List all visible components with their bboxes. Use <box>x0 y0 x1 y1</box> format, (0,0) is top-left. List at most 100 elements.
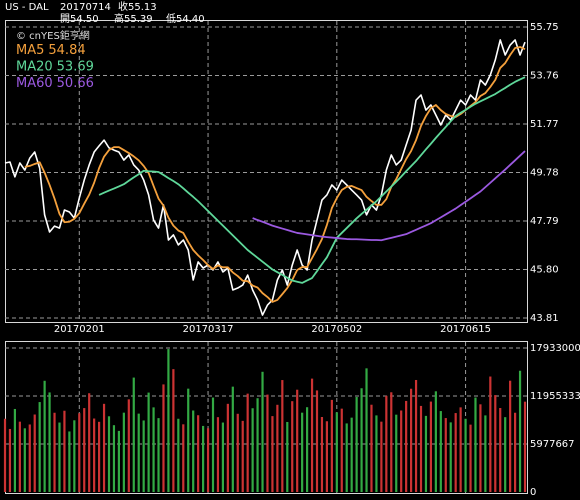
volume-bar <box>286 421 289 492</box>
symbol: US - DAL <box>5 2 49 13</box>
price-line <box>24 46 526 303</box>
volume-bar <box>370 404 373 492</box>
volume-bar <box>197 415 200 492</box>
volume-bar <box>251 408 254 492</box>
volume-bar <box>58 422 61 492</box>
x-tick-label: 20170615 <box>440 324 491 335</box>
volume-bar <box>271 416 274 492</box>
y-tick-label: 49.78 <box>530 168 559 179</box>
volume-bar <box>8 428 12 492</box>
volume-bar <box>177 418 180 492</box>
volume-bar <box>192 410 195 492</box>
price-line <box>252 150 526 242</box>
volume-bar <box>53 412 56 492</box>
volume-bar <box>494 395 497 492</box>
volume-bar <box>380 421 383 492</box>
volume-bar <box>409 388 413 492</box>
volume-bar <box>444 418 447 492</box>
volume-bar <box>231 386 234 492</box>
y-tick-label: 5977667 <box>530 439 575 450</box>
y-tick-label: 43.81 <box>530 313 559 324</box>
volume-bar <box>236 413 239 492</box>
volume-bar <box>38 402 41 492</box>
volume-bar <box>360 388 363 492</box>
volume-bar <box>350 417 353 492</box>
volume-bar <box>385 395 388 492</box>
volume-bar <box>187 388 190 492</box>
volume-bar <box>504 417 507 492</box>
legend-value: 50.66 <box>57 76 94 91</box>
legend-value: 54.84 <box>48 43 85 58</box>
volume-bar <box>97 421 101 492</box>
volume-bar <box>147 392 150 492</box>
volume-bar <box>127 399 130 492</box>
volume-bar <box>13 408 17 492</box>
volume-bar <box>162 384 165 492</box>
volume-bar <box>355 397 358 492</box>
volume-bar <box>395 414 398 492</box>
volume-bar <box>137 413 140 492</box>
volume-bar <box>330 399 333 492</box>
high-price: 高55.39 <box>114 12 153 25</box>
legend-entry: MA5 54.84 <box>16 43 86 58</box>
volume-bar <box>335 412 338 492</box>
volume-bar <box>142 420 145 492</box>
y-tick-label: 53.76 <box>530 71 559 82</box>
legend-name: MA5 <box>16 43 44 58</box>
volume-bar <box>439 411 442 492</box>
volume-bar <box>226 403 229 492</box>
x-tick-label: 20170502 <box>311 324 362 335</box>
price-line <box>98 76 526 284</box>
volume-bar <box>419 405 423 492</box>
volume-bar <box>261 371 264 492</box>
volume-bar <box>365 368 368 492</box>
volume-bar <box>513 412 517 492</box>
volume-bar <box>484 415 487 492</box>
volume-frame <box>5 341 528 494</box>
volume-bar <box>474 397 477 492</box>
y-tick-label: 55.75 <box>530 22 559 33</box>
volume-bar <box>73 420 76 492</box>
volume-bar <box>122 412 125 492</box>
volume-bar <box>301 412 304 492</box>
volume-bar <box>424 415 428 492</box>
volume-bar <box>157 418 160 492</box>
legend-name: MA60 <box>16 76 53 91</box>
volume-bar <box>221 422 225 492</box>
y-tick-label: 17933000 <box>530 343 580 354</box>
x-tick-label: 20170317 <box>183 324 234 335</box>
volume-bar <box>216 417 220 492</box>
legend-entry: MA20 53.69 <box>16 59 94 74</box>
volume-bar <box>167 349 170 492</box>
y-tick-label: 11955333 <box>530 391 580 402</box>
volume-bar <box>489 376 492 492</box>
price-frame <box>5 20 528 323</box>
y-tick-label: 51.77 <box>530 119 559 130</box>
volume-bar <box>182 424 185 492</box>
volume-bar <box>211 397 215 492</box>
volume-bar <box>429 401 433 492</box>
volume-bar <box>88 393 91 492</box>
volume-bar <box>291 401 294 492</box>
date: 20170714 <box>60 2 111 13</box>
volume-bar <box>93 418 96 492</box>
volume-bar <box>405 400 408 492</box>
y-tick-label: 45.80 <box>530 265 559 276</box>
volume-bar <box>43 380 46 492</box>
volume-bar <box>276 404 279 492</box>
volume-bar <box>305 407 309 492</box>
legend-name: MA20 <box>16 59 53 74</box>
volume-bar <box>479 404 482 492</box>
volume-bar <box>246 393 249 492</box>
volume-bar <box>390 392 393 492</box>
volume-bar <box>454 413 457 492</box>
volume-bar <box>63 410 66 492</box>
volume-bar <box>107 416 111 492</box>
x-tick-label: 20170201 <box>54 324 105 335</box>
volume-bar <box>33 414 36 492</box>
volume-bar <box>400 410 403 492</box>
volume-bar <box>78 413 81 492</box>
volume-bar <box>3 418 7 492</box>
open-price: 開54.50 <box>60 13 99 25</box>
